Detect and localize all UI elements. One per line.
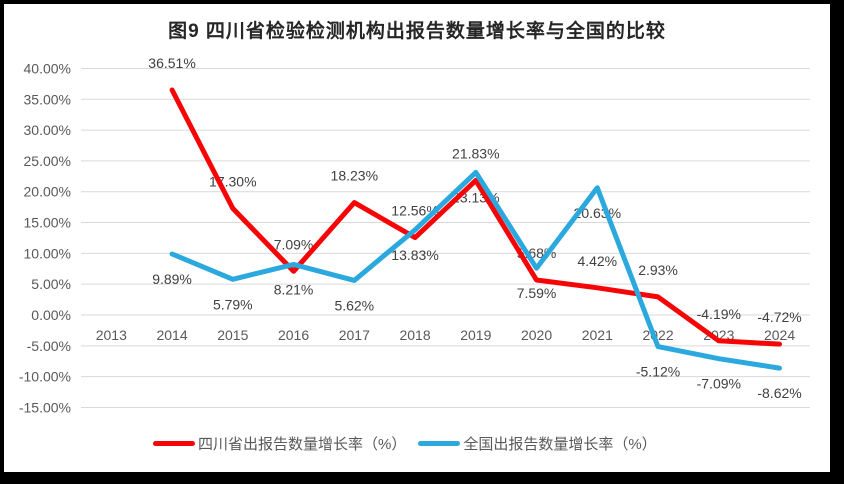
x-axis-year-label: 2021 (582, 327, 613, 343)
data-label-series1: -8.62% (757, 385, 801, 401)
data-label-series0: -4.19% (697, 306, 741, 322)
legend-item-national: 全国出报告数量增长率（%） (418, 433, 657, 454)
data-label-series1: 8.21% (274, 281, 314, 297)
data-label-series1: 7.59% (517, 285, 557, 301)
y-axis-tick-label: 10.00% (24, 245, 71, 261)
x-axis-year-label: 2015 (217, 327, 248, 343)
y-axis-tick-label: 40.00% (24, 60, 71, 76)
legend-label-sichuan: 四川省出报告数量增长率（%） (198, 435, 407, 453)
y-axis-tick-label: 15.00% (24, 215, 71, 231)
series-line-sichuan (169, 87, 782, 347)
x-axis-year-label: 2013 (96, 327, 127, 343)
legend-item-sichuan: 四川省出报告数量增长率（%） (153, 433, 406, 454)
y-axis-tick-label: 30.00% (24, 122, 71, 138)
data-label-series1: 5.62% (334, 297, 374, 313)
x-axis-year-label: 2018 (399, 327, 430, 343)
data-label-series0: 18.23% (331, 168, 378, 184)
legend: 四川省出报告数量增长率（%） 全国出报告数量增长率（%） (153, 432, 657, 454)
x-axis-year-label: 2020 (521, 327, 552, 343)
x-axis-year-label: 2024 (764, 327, 795, 343)
y-axis-tick-label: 35.00% (24, 91, 71, 107)
chart-title: 图9 四川省检验检测机构出报告数量增长率与全国的比较 (168, 21, 666, 42)
y-axis-tick-label: -5.00% (27, 338, 71, 354)
x-axis-year-label: 2014 (156, 327, 187, 343)
x-axis-year-label: 2016 (278, 327, 309, 343)
legend-label-national: 全国出报告数量增长率（%） (463, 435, 657, 453)
data-label-series1: -7.09% (697, 376, 741, 392)
y-axis-tick-label: 25.00% (24, 153, 71, 169)
legend-line-swatch-sichuan (153, 440, 195, 446)
data-label-series0: -4.72% (757, 309, 801, 325)
data-label-series1: -5.12% (636, 364, 680, 380)
series-line-national (169, 169, 782, 371)
legend-line-swatch-national (418, 440, 461, 446)
plot-area: 40.00% 35.00% 30.00% 25.00% 20.00% 15.00% 10.0… (19, 55, 810, 415)
y-axis-tick-label: 20.00% (24, 184, 71, 200)
data-label-series1: 9.89% (152, 271, 192, 287)
x-axis-year-label: 2017 (339, 327, 370, 343)
data-label-series0: 21.83% (452, 145, 499, 161)
data-label-series0: 7.09% (274, 236, 314, 252)
data-label-series0: 4.42% (577, 253, 617, 269)
chart-canvas: 图9 四川省检验检测机构出报告数量增长率与全国的比较 40.00% 35.00% 3… (4, 4, 830, 472)
y-axis-tick-label: 0.00% (31, 307, 71, 323)
data-label-series0: 36.51% (148, 55, 195, 71)
x-axis-year-label: 2019 (460, 327, 491, 343)
y-axis-tick-label: -10.00% (19, 369, 71, 385)
data-label-series0: 12.56% (391, 203, 438, 219)
y-axis-tick-label: 5.00% (31, 276, 71, 292)
data-label-series1: 13.83% (391, 247, 438, 263)
data-label-series1: 5.79% (213, 296, 253, 312)
y-axis-tick-label: -15.00% (19, 399, 71, 415)
data-label-series0: 2.93% (638, 262, 678, 278)
